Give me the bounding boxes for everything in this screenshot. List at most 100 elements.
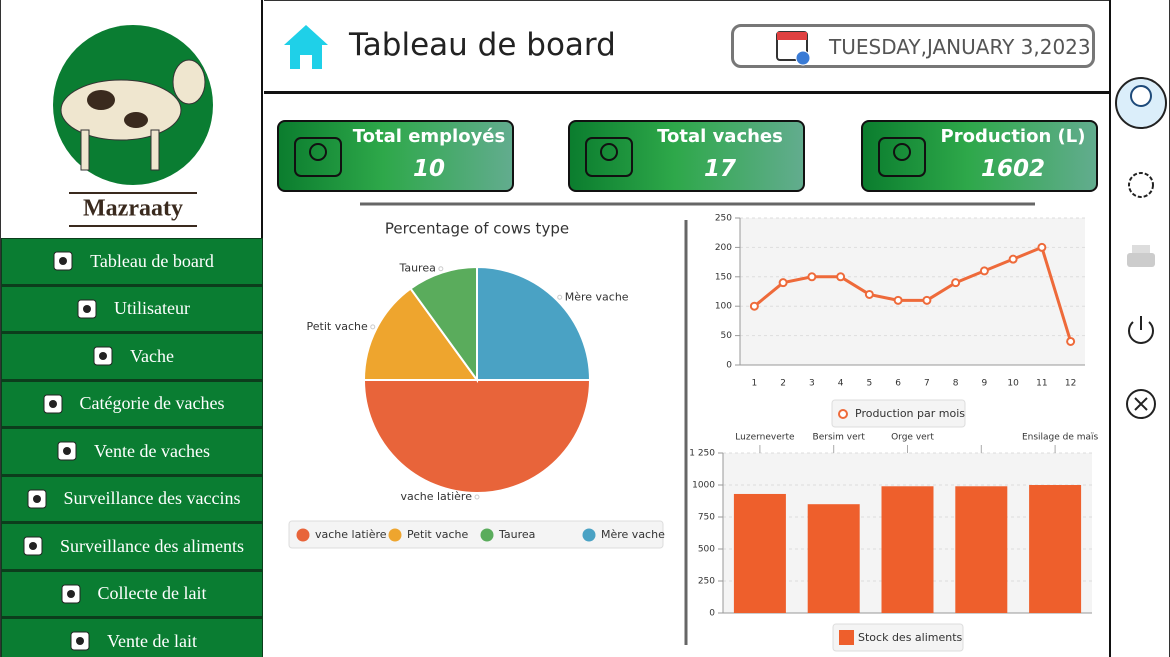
point: [951, 278, 961, 288]
menu-item[interactable]: Collecte de lait: [1, 570, 263, 618]
point: [1008, 254, 1018, 264]
pie-slice: [409, 265, 478, 384]
menu-label: Surveillance des vaccins: [63, 488, 241, 509]
card-label: Total vaches: [657, 126, 783, 147]
slice-label: Taurea: [398, 262, 435, 275]
close-icon[interactable]: [1126, 389, 1156, 419]
menu-item[interactable]: Vache: [1, 333, 263, 381]
menu-item[interactable]: Surveillance des vaccins: [1, 475, 263, 523]
label-dot: [370, 324, 376, 330]
card-icon: [585, 137, 633, 177]
x-tick-label: 8: [953, 379, 959, 389]
print-icon[interactable]: [1127, 253, 1155, 267]
x-tick-label: 11: [1036, 379, 1047, 389]
menu-label: Tableau de board: [90, 250, 214, 271]
bar: [733, 493, 786, 613]
menu-icon: [27, 489, 47, 509]
menu-item[interactable]: Surveillance des aliments: [1, 523, 263, 571]
page-title: Tableau de board: [349, 27, 616, 63]
line: [753, 245, 1073, 342]
card-value: 17: [703, 156, 736, 182]
bar: [807, 504, 860, 613]
y-tick-label: 0: [726, 361, 732, 371]
point: [922, 295, 932, 305]
brand: Mazraaty: [83, 196, 183, 222]
menu-icon: [61, 584, 81, 604]
menu-icon: [23, 536, 43, 556]
x-tick-label: Luzerneverte: [735, 433, 795, 443]
right-icons: [1115, 77, 1167, 419]
menu-icon: [43, 394, 63, 414]
bar: [1029, 485, 1082, 613]
x-tick-label: 6: [895, 379, 901, 389]
y-tick-label: 500: [698, 545, 715, 555]
menu-label: Vache: [130, 345, 174, 366]
legend-symbol: [388, 528, 402, 542]
x-tick-label: Bersim vert: [813, 433, 866, 443]
slice-label: Petit vache: [307, 320, 368, 333]
legend-label: vache latière: [315, 528, 387, 541]
menu-item[interactable]: Vente de vaches: [1, 428, 263, 476]
y-tick-label: 250: [698, 577, 715, 587]
x-tick-label: 4: [838, 379, 844, 389]
settings-icon[interactable]: [1128, 172, 1154, 198]
y-tick-label: 250: [715, 214, 732, 224]
date: TUESDAY,JANUARY 3,2023: [829, 35, 1091, 59]
menu-item[interactable]: Vente de lait: [1, 618, 263, 657]
point: [979, 266, 989, 276]
card-icon: [878, 137, 926, 177]
menu-item[interactable]: Tableau de board: [1, 238, 263, 286]
y-tick-label: 50: [721, 331, 733, 341]
logo: Mazraaty: [53, 25, 213, 227]
menu-item[interactable]: Utilisateur: [1, 285, 263, 333]
slice-label: Mère vache: [565, 290, 629, 303]
pie-slice: [476, 265, 592, 381]
slice-label: vache latière: [400, 490, 472, 503]
card-icon: [294, 137, 342, 177]
x-tick-label: 5: [867, 379, 873, 389]
plot-area: [740, 218, 1085, 365]
menu-label: Utilisateur: [114, 298, 190, 319]
y-tick-label: 1 250: [689, 449, 715, 459]
sidebar: Mazraaty Tableau de board Utilisateur Vach…: [0, 0, 263, 657]
legend-label: Petit vache: [407, 528, 468, 541]
x-tick-label: 3: [809, 379, 815, 389]
label-dot: [557, 294, 563, 300]
pie-slice: [362, 287, 479, 381]
bar: [881, 486, 934, 613]
stat-card: Production (L) 1602: [861, 120, 1098, 192]
header: Tableau de board TUESDAY,JANUARY 3,2023: [264, 0, 1110, 94]
menu-icon: [57, 441, 77, 461]
legend-label: Mère vache: [601, 528, 665, 541]
label-dot: [438, 266, 444, 272]
x-tick-label: 12: [1065, 379, 1076, 389]
x-tick-label: 2: [780, 379, 786, 389]
point: [778, 278, 788, 288]
menu-icon: [70, 631, 90, 651]
menu-icon: [93, 346, 113, 366]
stat-card: Total vaches 17: [568, 120, 805, 192]
y-tick-label: 1000: [692, 481, 715, 491]
y-tick-label: 750: [698, 513, 715, 523]
label-dot: [474, 494, 480, 500]
menu-label: Vente de lait: [107, 630, 197, 651]
x-tick-label: 10: [1007, 379, 1019, 389]
charts: Percentage of cows type vache latière Peti…: [288, 202, 1099, 652]
legend-symbol: [296, 528, 310, 542]
stat-card: Total employés 10: [277, 120, 514, 192]
menu-label: Collecte de lait: [97, 583, 207, 604]
menu-item[interactable]: Catégorie de vaches: [1, 380, 263, 428]
power-icon[interactable]: [1128, 316, 1154, 344]
menu-label: Surveillance des aliments: [60, 535, 244, 556]
menu-label: Catégorie de vaches: [79, 393, 225, 414]
calendar-icon: [776, 31, 811, 66]
x-tick-label: Ensilage de maïs: [1022, 433, 1099, 443]
point: [893, 295, 903, 305]
legend-box: [288, 520, 664, 549]
chart-title: Percentage of cows type: [385, 220, 569, 238]
y-tick-label: 200: [715, 243, 732, 253]
bar: [955, 486, 1008, 613]
card-value: 1602: [980, 156, 1045, 182]
card-label: Production (L): [940, 126, 1086, 147]
